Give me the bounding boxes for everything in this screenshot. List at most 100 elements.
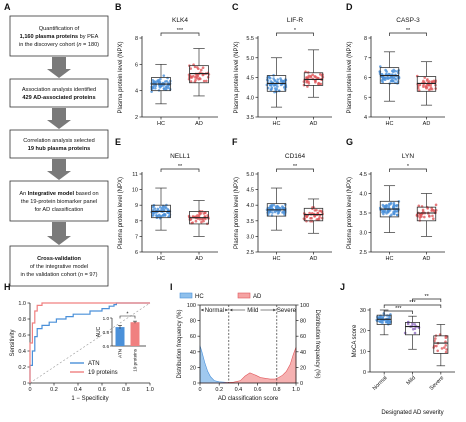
flowchart-box-frame	[9, 245, 109, 287]
significance-bracket	[383, 310, 413, 314]
significance-bracket	[412, 298, 442, 302]
data-point	[153, 207, 157, 210]
flowchart-text: for AD classification	[35, 207, 84, 213]
legend-label: HC	[195, 294, 204, 300]
flowchart-line: Quantification of	[39, 26, 80, 32]
box-group-hc: HC	[378, 185, 401, 262]
data-point	[307, 76, 310, 79]
flowchart-text: n	[78, 42, 81, 48]
region-label: Normal	[205, 308, 224, 314]
flowchart-box-frame	[9, 78, 109, 108]
significance-bracket	[119, 315, 136, 319]
reference-diagonal	[29, 302, 151, 384]
chart-title: NELL1	[170, 153, 190, 160]
y-axis-label: Plasma protein level (NPX)	[234, 41, 240, 113]
data-point	[189, 76, 193, 79]
y-tick-label: 7	[364, 56, 367, 62]
y-tick-label: 5.0	[246, 56, 254, 62]
flowchart-text: of the integrative model	[30, 264, 88, 270]
auc-bar	[115, 327, 125, 346]
box-plot-f: 2.5 3.0 3.5 4.0 4.5 5.0 CD164 Plasma protein le…	[234, 153, 332, 262]
y-tick-label: 20	[360, 329, 366, 335]
data-point	[384, 320, 388, 324]
data-point	[378, 70, 382, 73]
data-point	[384, 68, 387, 72]
data-point	[194, 76, 197, 79]
data-point	[379, 65, 382, 68]
box-group-hc: HC	[265, 187, 287, 262]
y-axis-label: Plasma protein level (NPX)	[347, 41, 353, 113]
data-point	[310, 216, 313, 220]
y-tick-label: 0.2	[18, 365, 26, 371]
inset-y-tick-label: 0.6	[103, 344, 110, 349]
y-tick-label: 4.5	[246, 76, 254, 82]
data-point	[159, 85, 163, 88]
data-point	[276, 78, 280, 81]
flowchart-line: in the discovery cohort (n = 180)	[19, 42, 99, 48]
data-point	[381, 78, 385, 81]
flowchart-line: 429 AD-associated proteins	[22, 95, 95, 101]
data-point	[434, 203, 438, 207]
y-tick-label: 30	[360, 308, 366, 314]
flowchart-text: n	[80, 272, 83, 278]
arrow-head-icon	[229, 308, 233, 312]
density-area-ad	[200, 347, 297, 384]
significance-label: ***	[177, 28, 184, 34]
inset-x-tick-label: 19 proteins	[133, 348, 138, 371]
region-label: Mild	[247, 308, 258, 314]
data-point	[154, 86, 157, 90]
data-point	[204, 211, 207, 214]
panel-letter-i: I	[170, 282, 173, 292]
data-point	[161, 214, 165, 217]
x-tick-label: HC	[157, 121, 165, 127]
flowchart-text: 19 hub plasma proteins	[28, 146, 90, 152]
y-tick-label: 40	[190, 350, 196, 356]
data-point	[426, 207, 429, 210]
box-group-hc: HC	[265, 57, 288, 127]
data-point	[392, 201, 396, 205]
x-tick-label: 0.8	[273, 387, 281, 393]
data-point	[310, 211, 314, 215]
panel-letters: A B C D E F G H I J	[4, 2, 353, 292]
panel-letter-f: F	[232, 137, 238, 147]
y-tick-label: 8	[135, 36, 138, 42]
data-point	[163, 213, 167, 217]
y-tick-label: 4.0	[246, 95, 254, 101]
box-group-hc: HC	[378, 51, 401, 127]
box-group-hc: HC	[150, 63, 172, 127]
y-tick-label: 5.5	[246, 36, 254, 42]
flowchart-line: 1,160 plasma proteins by PEA	[20, 34, 99, 40]
significance-label: **	[406, 28, 411, 34]
x-tick-label: 0.2	[215, 387, 223, 393]
data-point	[387, 204, 391, 208]
flowchart-line: of the integrative model	[30, 264, 88, 270]
legend-swatch	[179, 292, 193, 299]
panel-letter-b: B	[115, 2, 122, 12]
chart-title: LIF-R	[287, 17, 304, 24]
x-axis-label: 1 − Specificity	[71, 396, 108, 402]
data-point	[283, 213, 286, 216]
y-tick-label: 0.6	[18, 333, 26, 339]
data-point	[193, 65, 197, 69]
chart-title: CASP-3	[396, 17, 420, 24]
flow-arrow-icon	[47, 159, 71, 180]
y-tick-label: 7	[135, 234, 138, 240]
flowchart-line: for AD classification	[35, 207, 84, 213]
significance-bracket	[389, 168, 427, 172]
y-tick-label: 0.8	[18, 317, 26, 323]
x-tick-label: 0	[198, 387, 201, 393]
y-axis-label: Plasma protein level (NPX)	[118, 177, 124, 249]
data-point	[279, 80, 283, 83]
y-tick-label: 9	[135, 203, 138, 209]
data-point	[269, 80, 273, 83]
flowchart-text: the 19-protein biomarker panel	[21, 199, 97, 205]
y-tick-label: 5	[364, 95, 367, 101]
data-point	[315, 76, 318, 79]
box-plot-c: 3.5 4.0 4.5 5.0 5.5 LIF-R Plasma protein level…	[234, 17, 332, 127]
box-plot-d: 4 5 6 7 8 CASP-3 Plasma protein level (NPX) HC A…	[347, 17, 445, 127]
data-point	[394, 78, 398, 81]
significance-label: *	[126, 312, 129, 318]
y-tick-label: 0.4	[18, 349, 26, 355]
flowchart-text: Quantification of	[39, 26, 80, 32]
